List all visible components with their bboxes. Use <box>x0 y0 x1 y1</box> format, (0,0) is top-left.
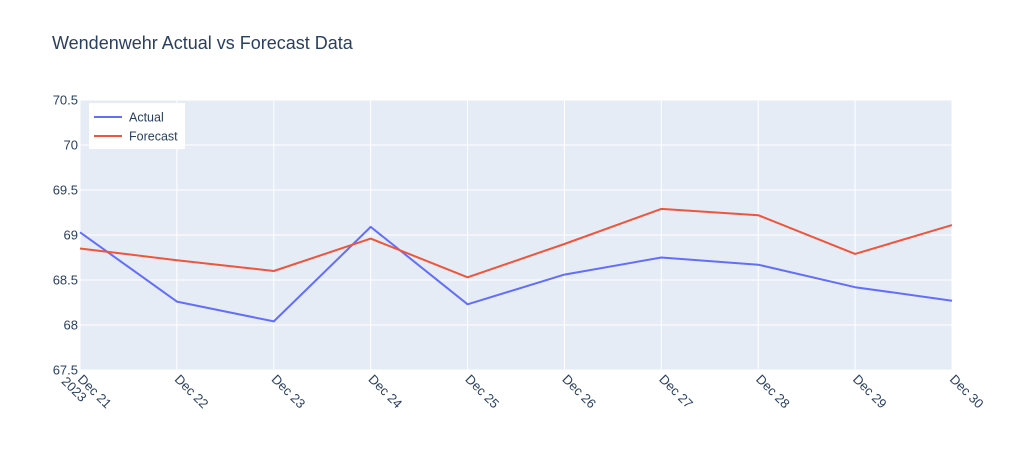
x-tick: Dec 27 <box>656 372 696 412</box>
x-tick: Dec 26 <box>559 372 599 412</box>
y-axis-ticks: 67.5 68 68.5 69 69.5 70 70.5 <box>53 93 78 378</box>
x-tick: Dec 23 <box>269 372 309 412</box>
y-tick-label: 68 <box>64 318 78 333</box>
legend-item-forecast[interactable]: Forecast <box>94 130 178 144</box>
y-tick-label: 69 <box>64 228 78 243</box>
x-tick-label: Dec 22 <box>172 372 212 412</box>
y-tick-label: 69.5 <box>53 183 78 198</box>
legend-label: Forecast <box>129 130 178 144</box>
legend-label: Actual <box>129 111 164 125</box>
x-tick: Dec 30 <box>947 372 987 412</box>
x-tick-label: Dec 24 <box>366 372 406 412</box>
x-tick: Dec 25 <box>462 372 502 412</box>
legend-item-actual[interactable]: Actual <box>94 111 164 125</box>
chart-title: Wendenwehr Actual vs Forecast Data <box>52 33 353 53</box>
x-tick: Dec 28 <box>753 372 793 412</box>
x-tick-label: Dec 26 <box>559 372 599 412</box>
x-tick-label: Dec 30 <box>947 372 987 412</box>
y-tick-label: 68.5 <box>53 273 78 288</box>
x-tick-label: Dec 23 <box>269 372 309 412</box>
x-tick: Dec 22 <box>172 372 212 412</box>
series-line-forecast <box>79 207 953 279</box>
x-tick-label: Dec 27 <box>656 372 696 412</box>
x-tick: Dec 29 <box>850 372 890 412</box>
series-lines <box>79 207 953 323</box>
y-tick-label: 70.5 <box>53 93 78 108</box>
y-tick-label: 70 <box>64 138 78 153</box>
series-line-actual <box>79 225 953 323</box>
x-tick-label: Dec 25 <box>462 372 502 412</box>
x-tick-label: Dec 28 <box>753 372 793 412</box>
y-tick-label: 67.5 <box>53 363 78 378</box>
grid-lines <box>79 99 953 371</box>
legend[interactable]: Actual Forecast <box>89 103 185 149</box>
x-tick: Dec 24 <box>366 372 406 412</box>
legend-box <box>89 103 185 149</box>
x-tick-label: Dec 29 <box>850 372 890 412</box>
